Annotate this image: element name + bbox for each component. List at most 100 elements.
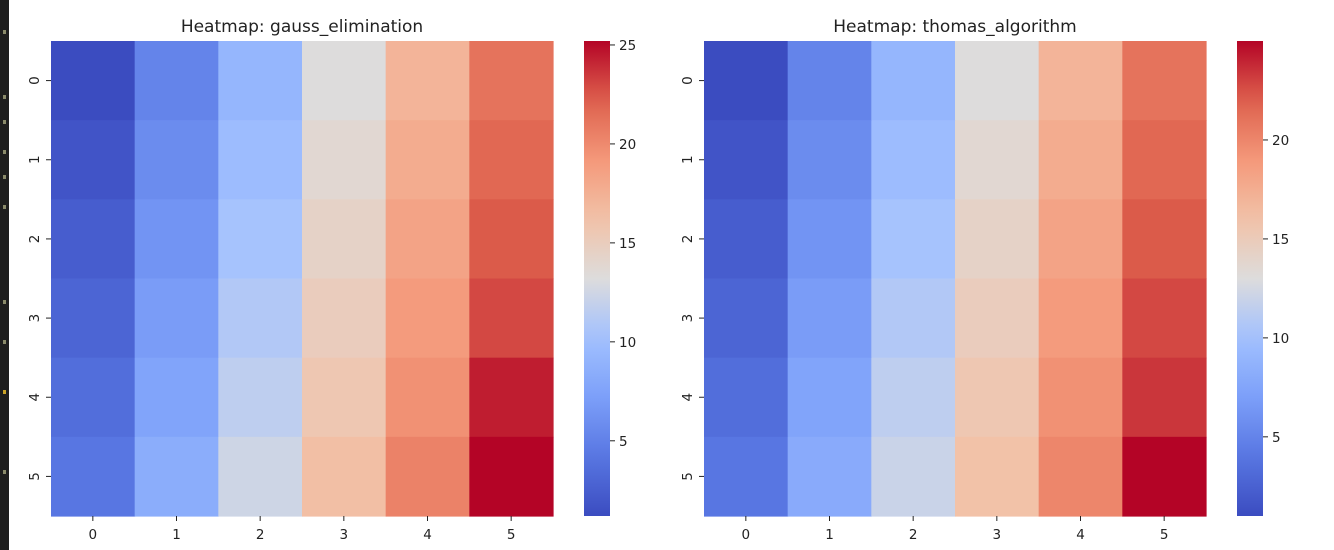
heatmap-cell-r2-c1 [787,199,872,280]
heatmap-cell-r2-c3 [302,199,387,280]
heatmap-cell-r2-c5 [469,199,554,280]
heatmap-cell-r3-c1 [134,278,219,359]
heatmap-cell-r1-c4 [1038,120,1123,200]
y-tick-label: 0 [680,76,696,85]
heatmap-1: Heatmap: thomas_algorithm 0 1 2 3 4 5 0 1 2 3 4 5 5 10… [680,17,1289,543]
heatmap-cell-r0-c0 [51,41,136,121]
heatmap-cell-r1-c5 [1122,120,1207,200]
colorbar-tick-label: 25 [619,38,636,54]
heatmap-cell-r2-c2 [871,199,956,280]
y-tick-label: 5 [27,472,43,481]
heatmap-cell-r5-c3 [955,436,1040,517]
heatmap-cell-r0-c3 [302,41,387,121]
chart-title: Heatmap: thomas_algorithm [833,17,1076,37]
colorbar [1237,41,1263,516]
heatmap-cell-r4-c0 [704,357,789,438]
heatmap-cell-r4-c3 [955,357,1040,438]
heatmap-cell-r0-c1 [787,41,872,121]
chart-title: Heatmap: gauss_elimination [181,17,423,37]
x-tick-label: 1 [825,527,834,543]
colorbar-tick-label: 5 [1272,430,1281,446]
heatmap-cell-r3-c3 [302,278,387,359]
heatmap-cell-r5-c2 [871,436,956,517]
heatmap-cell-r4-c1 [134,357,219,438]
x-tick-label: 1 [172,527,181,543]
heatmap-cell-r3-c2 [218,278,303,359]
heatmap-cell-r3-c5 [469,278,554,359]
y-tick-label: 1 [27,155,43,164]
x-tick-label: 0 [742,527,751,543]
colorbar-tick-label: 5 [619,434,628,450]
heatmap-cell-r0-c2 [218,41,303,121]
heatmap-cell-r4-c3 [302,357,387,438]
heatmap-cell-r5-c1 [134,436,219,517]
heatmap-cell-r4-c1 [787,357,872,438]
x-tick-label: 2 [256,527,265,543]
heatmap-cell-r2-c0 [704,199,789,280]
heatmap-cell-r5-c5 [1122,436,1207,517]
heatmap-cell-r4-c0 [51,357,136,438]
heatmap-cell-r1-c0 [51,120,136,200]
colorbar-tick-label: 10 [1272,331,1289,347]
heatmap-cell-r3-c2 [871,278,956,359]
y-tick-label: 5 [680,472,696,481]
heatmap-cell-r2-c4 [385,199,470,280]
y-tick-label: 0 [27,76,43,85]
heatmap-cell-r4-c4 [385,357,470,438]
heatmap-cell-r0-c0 [704,41,789,121]
colorbar [584,41,610,516]
heatmap-cell-r3-c0 [704,278,789,359]
heatmap-cell-r5-c2 [218,436,303,517]
heatmap-cell-r0-c5 [469,41,554,121]
heatmap-cell-r1-c3 [302,120,387,200]
heatmap-cell-r1-c4 [385,120,470,200]
x-tick-label: 5 [507,527,516,543]
heatmap-cell-r4-c5 [1122,357,1207,438]
heatmap-cell-r5-c1 [787,436,872,517]
heatmap-cell-r0-c5 [1122,41,1207,121]
y-tick-label: 4 [27,393,43,402]
heatmap-cell-r1-c0 [704,120,789,200]
heatmap-cell-r4-c5 [469,357,554,438]
heatmap-cell-r3-c5 [1122,278,1207,359]
left-window-edge [0,0,9,550]
heatmap-cell-r2-c4 [1038,199,1123,280]
heatmap-cell-r2-c1 [134,199,219,280]
y-tick-label: 2 [680,235,696,244]
x-tick-label: 3 [340,527,349,543]
x-tick-label: 4 [423,527,432,543]
heatmap-cell-r0-c4 [1038,41,1123,121]
colorbar-tick-label: 15 [619,236,636,252]
heatmap-cell-r0-c3 [955,41,1040,121]
colorbar-tick-label: 15 [1272,232,1289,248]
heatmap-cell-r5-c5 [469,436,554,517]
x-tick-label: 5 [1160,527,1169,543]
heatmap-cell-r0-c4 [385,41,470,121]
colorbar-tick-label: 10 [619,335,636,351]
colorbar-tick-label: 20 [1272,133,1289,149]
heatmap-cell-r4-c2 [218,357,303,438]
heatmap-cell-r1-c5 [469,120,554,200]
heatmap-cell-r1-c1 [787,120,872,200]
y-tick-label: 3 [680,314,696,323]
heatmap-cell-r5-c0 [704,436,789,517]
heatmap-cell-r3-c1 [787,278,872,359]
heatmap-0: Heatmap: gauss_elimination 0 1 2 3 4 5 0 1 2 3 4 5 5 1… [27,17,636,543]
heatmap-cell-r3-c4 [385,278,470,359]
y-tick-label: 4 [680,393,696,402]
heatmap-cell-r1-c1 [134,120,219,200]
heatmap-cell-r5-c4 [1038,436,1123,517]
heatmap-cell-r3-c3 [955,278,1040,359]
y-tick-label: 3 [27,314,43,323]
heatmap-cell-r5-c4 [385,436,470,517]
x-tick-label: 2 [909,527,918,543]
heatmap-cell-r1-c2 [871,120,956,200]
heatmap-cell-r5-c0 [51,436,136,517]
y-tick-label: 1 [680,155,696,164]
heatmap-cell-r4-c2 [871,357,956,438]
heatmap-cell-r2-c3 [955,199,1040,280]
heatmap-cell-r2-c0 [51,199,136,280]
colorbar-tick-label: 20 [619,137,636,153]
x-tick-label: 4 [1076,527,1085,543]
